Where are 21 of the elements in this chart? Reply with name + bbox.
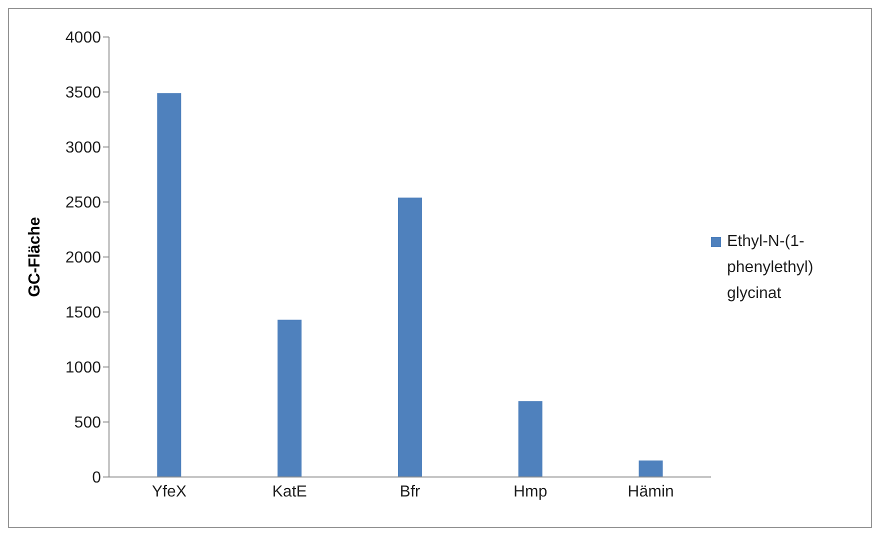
y-tick-label: 1000 bbox=[65, 360, 102, 377]
bar bbox=[278, 320, 302, 477]
x-tick-label: Hämin bbox=[628, 483, 674, 500]
y-tick-label: 3000 bbox=[65, 140, 102, 157]
x-tick-label: KatE bbox=[272, 483, 307, 500]
bar bbox=[518, 401, 542, 477]
y-tick-label: 3500 bbox=[65, 84, 102, 102]
legend-label: Ethyl-N-(1-phenylethyl) glycinat bbox=[727, 232, 814, 304]
y-axis-title: GC-Fläche bbox=[26, 216, 44, 298]
y-tick-label: 1500 bbox=[65, 304, 102, 322]
y-tick-label: 2500 bbox=[65, 194, 102, 212]
y-tick-label: 2000 bbox=[65, 250, 102, 267]
bar bbox=[157, 93, 182, 477]
bar bbox=[398, 198, 422, 477]
y-tick-label: 500 bbox=[74, 414, 102, 432]
y-tick-label: 4000 bbox=[65, 30, 102, 47]
y-tick-label: 0 bbox=[92, 470, 102, 487]
x-tick-label: Hmp bbox=[514, 483, 548, 500]
x-tick-label: YfeX bbox=[152, 483, 187, 500]
x-tick-label: Bfr bbox=[400, 483, 421, 500]
bar bbox=[638, 460, 663, 477]
